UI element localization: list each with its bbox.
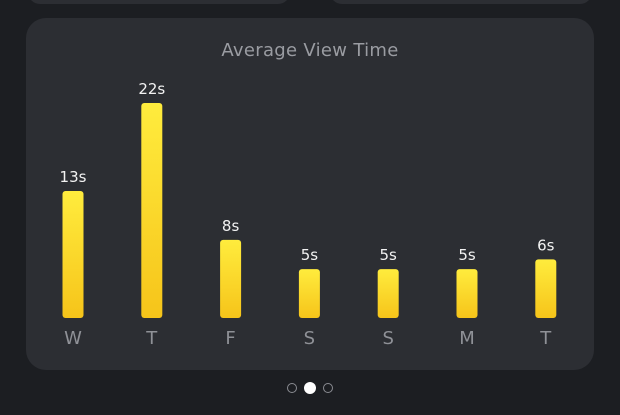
page-dot-0[interactable] [287, 383, 297, 393]
bar-2 [220, 239, 242, 318]
bar-4 [377, 269, 399, 318]
chart-title: Average View Time [221, 40, 399, 61]
category-label-0: W [64, 328, 82, 349]
category-label-4: S [382, 328, 393, 349]
category-label-3: S [304, 328, 315, 349]
average-view-time-card: Average View Time 13s W 22s T 8s F 5s S 5s S 5s M 6s… [26, 18, 594, 370]
previous-card-edge-right [330, 0, 592, 4]
previous-card-edge [28, 0, 290, 4]
category-label-1: T [145, 328, 158, 349]
category-label-6: T [539, 328, 552, 349]
value-label-3: 5s [301, 246, 319, 264]
category-label-5: M [459, 328, 475, 349]
bar-0 [62, 190, 84, 318]
bar-6 [535, 259, 557, 318]
bar-3 [298, 269, 320, 318]
value-label-2: 8s [222, 217, 240, 235]
bar-1 [141, 103, 163, 318]
page-indicator [0, 382, 620, 394]
page-dot-2[interactable] [323, 383, 333, 393]
category-label-2: F [225, 328, 235, 349]
value-label-6: 6s [537, 236, 555, 254]
value-label-5: 5s [458, 246, 476, 264]
value-label-1: 22s [138, 80, 165, 98]
value-label-4: 5s [380, 246, 398, 264]
value-label-0: 13s [60, 168, 87, 186]
bar-chart: 13s W 22s T 8s F 5s S 5s S 5s M 6s T [60, 80, 557, 349]
page-dot-1[interactable] [304, 382, 316, 394]
bar-5 [456, 269, 478, 318]
